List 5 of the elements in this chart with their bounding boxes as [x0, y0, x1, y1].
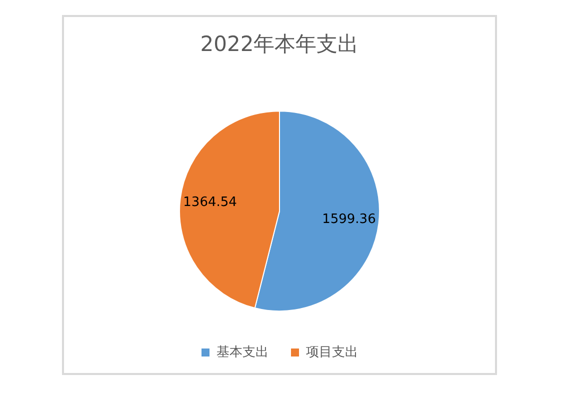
data-label: 1599.36 — [322, 212, 376, 228]
legend-label: 项目支出 — [306, 344, 358, 360]
chart-title: 2022年本年支出 — [200, 32, 359, 56]
legend-label: 基本支出 — [216, 344, 268, 360]
data-label: 1364.54 — [183, 194, 237, 210]
